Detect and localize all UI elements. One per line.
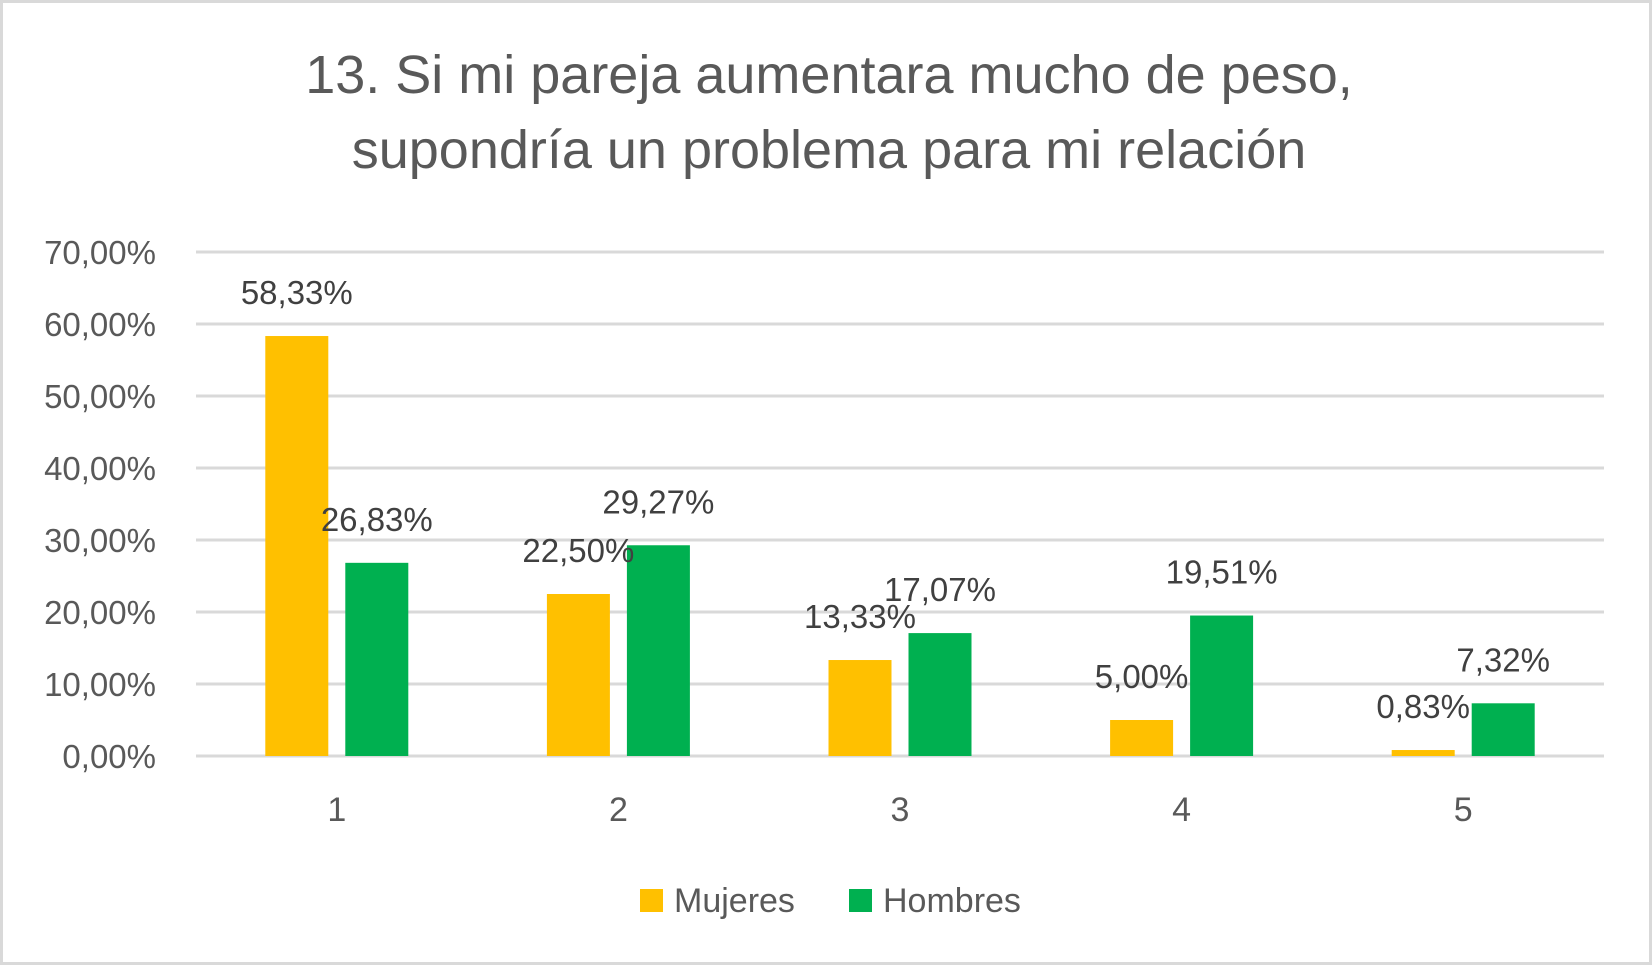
y-tick-label: 40,00% <box>44 450 156 487</box>
legend-label-mujeres: Mujeres <box>674 882 795 920</box>
data-label-hombres-5: 7,32% <box>1456 641 1550 678</box>
bar-mujeres-4 <box>1110 720 1174 756</box>
data-label-mujeres-2: 22,50% <box>522 532 634 569</box>
y-tick-label: 30,00% <box>44 522 156 559</box>
bar-chart: 13. Si mi pareja aumentara mucho de peso… <box>44 45 1604 920</box>
data-label-mujeres-5: 0,83% <box>1376 688 1470 725</box>
y-tick-label: 70,00% <box>44 234 156 271</box>
y-tick-label: 50,00% <box>44 378 156 415</box>
legend-swatch-mujeres <box>640 889 663 912</box>
legend-label-hombres: Hombres <box>883 882 1021 920</box>
x-category-label: 3 <box>891 791 910 829</box>
chart-title: 13. Si mi pareja aumentara mucho de peso… <box>305 45 1353 180</box>
bar-hombres-5 <box>1471 703 1535 756</box>
data-label-mujeres-4: 5,00% <box>1095 658 1189 695</box>
x-category-label: 2 <box>609 791 628 829</box>
bar-hombres-2 <box>626 545 690 756</box>
bar-mujeres-5 <box>1391 750 1455 756</box>
chart-title-line-2: supondría un problema para mi relación <box>352 120 1307 180</box>
x-category-label: 4 <box>1172 791 1191 829</box>
bar-mujeres-3 <box>828 660 892 756</box>
x-category-label: 1 <box>327 791 346 829</box>
x-axis-categories: 1 2 3 4 5 <box>327 791 1472 829</box>
bar-mujeres-2 <box>546 594 610 756</box>
bar-hombres-4 <box>1190 615 1254 756</box>
y-tick-label: 20,00% <box>44 594 156 631</box>
data-label-hombres-1: 26,83% <box>321 501 433 538</box>
data-label-mujeres-1: 58,33% <box>241 274 353 311</box>
y-tick-label: 60,00% <box>44 306 156 343</box>
data-label-hombres-4: 19,51% <box>1166 554 1278 591</box>
y-axis-ticks: 0,00% 10,00% 20,00% 30,00% 40,00% 50,00% 60,00… <box>44 234 156 775</box>
y-tick-label: 0,00% <box>62 738 156 775</box>
data-label-hombres-2: 29,27% <box>602 483 714 520</box>
y-tick-label: 10,00% <box>44 666 156 703</box>
x-category-label: 5 <box>1454 791 1473 829</box>
legend-swatch-hombres <box>849 889 872 912</box>
data-labels: 58,33% 26,83% 22,50% 29,27% 13,33%17,07% 5,00… <box>241 274 1550 725</box>
bar-hombres-1 <box>345 562 409 756</box>
gridlines <box>196 250 1604 758</box>
chart-title-line-1: 13. Si mi pareja aumentara mucho de peso… <box>305 45 1353 105</box>
legend: Mujeres Hombres <box>640 882 1021 920</box>
data-label-hombres-3: 17,07% <box>884 571 996 608</box>
bar-mujeres-1 <box>265 336 329 756</box>
bar-hombres-3 <box>908 633 972 756</box>
data-label-mujeres-3: 13,33% <box>804 598 916 635</box>
bars <box>265 336 1535 756</box>
